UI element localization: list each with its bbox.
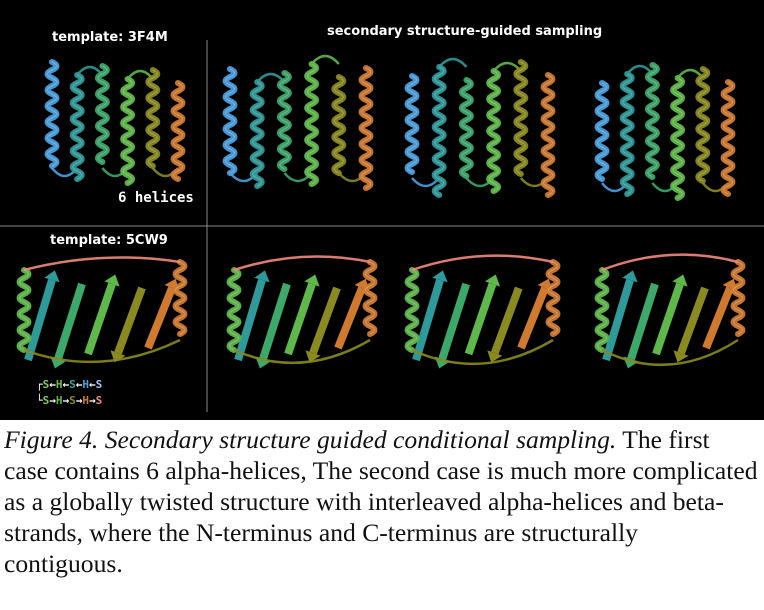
helix-ribbon	[404, 73, 420, 175]
helix-ribbon	[362, 259, 378, 337]
beta-strand	[490, 286, 523, 355]
helix-ribbon	[16, 267, 32, 353]
helix-ribbon	[513, 59, 529, 177]
beta-strand	[627, 282, 659, 361]
helix-ribbon	[44, 59, 60, 169]
topology-row-1: ┌S←H←S←H←S	[36, 378, 103, 391]
figure-panel: template: 3F4M secondary structure-guide…	[0, 0, 764, 420]
helix-ribbon	[720, 79, 736, 197]
helix-ribbon	[404, 267, 420, 353]
arrow-symbol: →	[49, 394, 56, 407]
helix-ribbon	[304, 61, 319, 187]
arrow-symbol: →	[89, 394, 96, 407]
figure-caption: Figure 4. Secondary structure guided con…	[4, 424, 760, 579]
bottom-left-template-label: template: 5CW9	[50, 233, 168, 248]
helix-ribbon	[619, 71, 635, 197]
helix-ribbon	[594, 267, 610, 353]
helix-ribbon	[540, 72, 556, 198]
beta-strand	[677, 286, 709, 355]
strand-symbol: S	[95, 394, 103, 407]
helix-ribbon	[545, 259, 561, 337]
top-sampling-label: secondary structure-guided sampling	[327, 24, 603, 39]
beta-strand	[259, 282, 291, 361]
caption-title: Figure 4. Secondary structure guided con…	[4, 425, 617, 454]
beta-strand	[54, 282, 86, 361]
beta-strand	[702, 286, 734, 350]
beta-strand	[602, 278, 634, 362]
strand-symbol: S	[42, 394, 50, 407]
beta-strand	[464, 282, 497, 356]
arrow-symbol: ←	[75, 378, 83, 391]
beta-strand	[652, 282, 684, 356]
helix-ribbon	[358, 65, 374, 191]
helix-ribbon	[431, 64, 447, 198]
helix-ribbon	[120, 76, 135, 186]
helix-ribbon	[695, 66, 711, 184]
arrow-symbol: →	[75, 394, 83, 407]
helix-symbol: H	[82, 378, 89, 391]
beta-strand	[234, 278, 266, 362]
helix-ribbon	[645, 62, 660, 180]
arrow-symbol: ←	[89, 378, 96, 391]
beta-strand	[438, 282, 471, 361]
helix-symbol: H	[55, 394, 63, 407]
helix-ribbon	[170, 80, 186, 182]
helix-ribbon	[172, 259, 188, 337]
beta-strand	[24, 278, 56, 362]
protein-renderings	[0, 40, 764, 412]
beta-strand	[114, 286, 146, 355]
helix-symbol: H	[82, 394, 89, 407]
helix-ribbon	[249, 79, 265, 189]
beta-strand	[309, 286, 341, 355]
beta-strand	[284, 282, 316, 356]
strand-symbol: S	[95, 378, 103, 391]
helix-ribbon	[222, 66, 238, 176]
helix-ribbon	[145, 67, 161, 169]
strand-symbol: S	[69, 378, 76, 391]
top-left-template-label: template: 3F4M	[52, 30, 168, 45]
helix-ribbon	[486, 68, 501, 194]
arrow-symbol: ←	[49, 378, 56, 391]
beta-strand	[517, 286, 549, 350]
helix-count-label: 6 helices	[118, 190, 194, 206]
helix-ribbon	[226, 267, 242, 353]
helix-ribbon	[277, 70, 292, 172]
helix-ribbon	[594, 80, 610, 182]
strand-symbol: S	[69, 394, 76, 407]
beta-strand	[144, 286, 176, 350]
helix-ribbon	[69, 72, 85, 182]
helix-symbol: H	[55, 378, 63, 391]
topology-row-2: └S→H→S→H→S	[36, 394, 103, 407]
arrow-symbol: →	[62, 394, 70, 407]
beta-strand	[334, 286, 366, 350]
beta-strand	[84, 282, 116, 356]
strand-symbol: S	[42, 378, 50, 391]
arrow-symbol: ←	[62, 378, 70, 391]
caption-body: The first case contains 6 alpha-helices,…	[4, 425, 758, 578]
beta-strand	[412, 278, 444, 362]
helix-ribbon	[459, 77, 474, 179]
helix-ribbon	[95, 63, 110, 165]
helix-ribbon	[331, 74, 347, 176]
helix-ribbon	[730, 259, 746, 337]
helix-ribbon	[670, 75, 685, 201]
